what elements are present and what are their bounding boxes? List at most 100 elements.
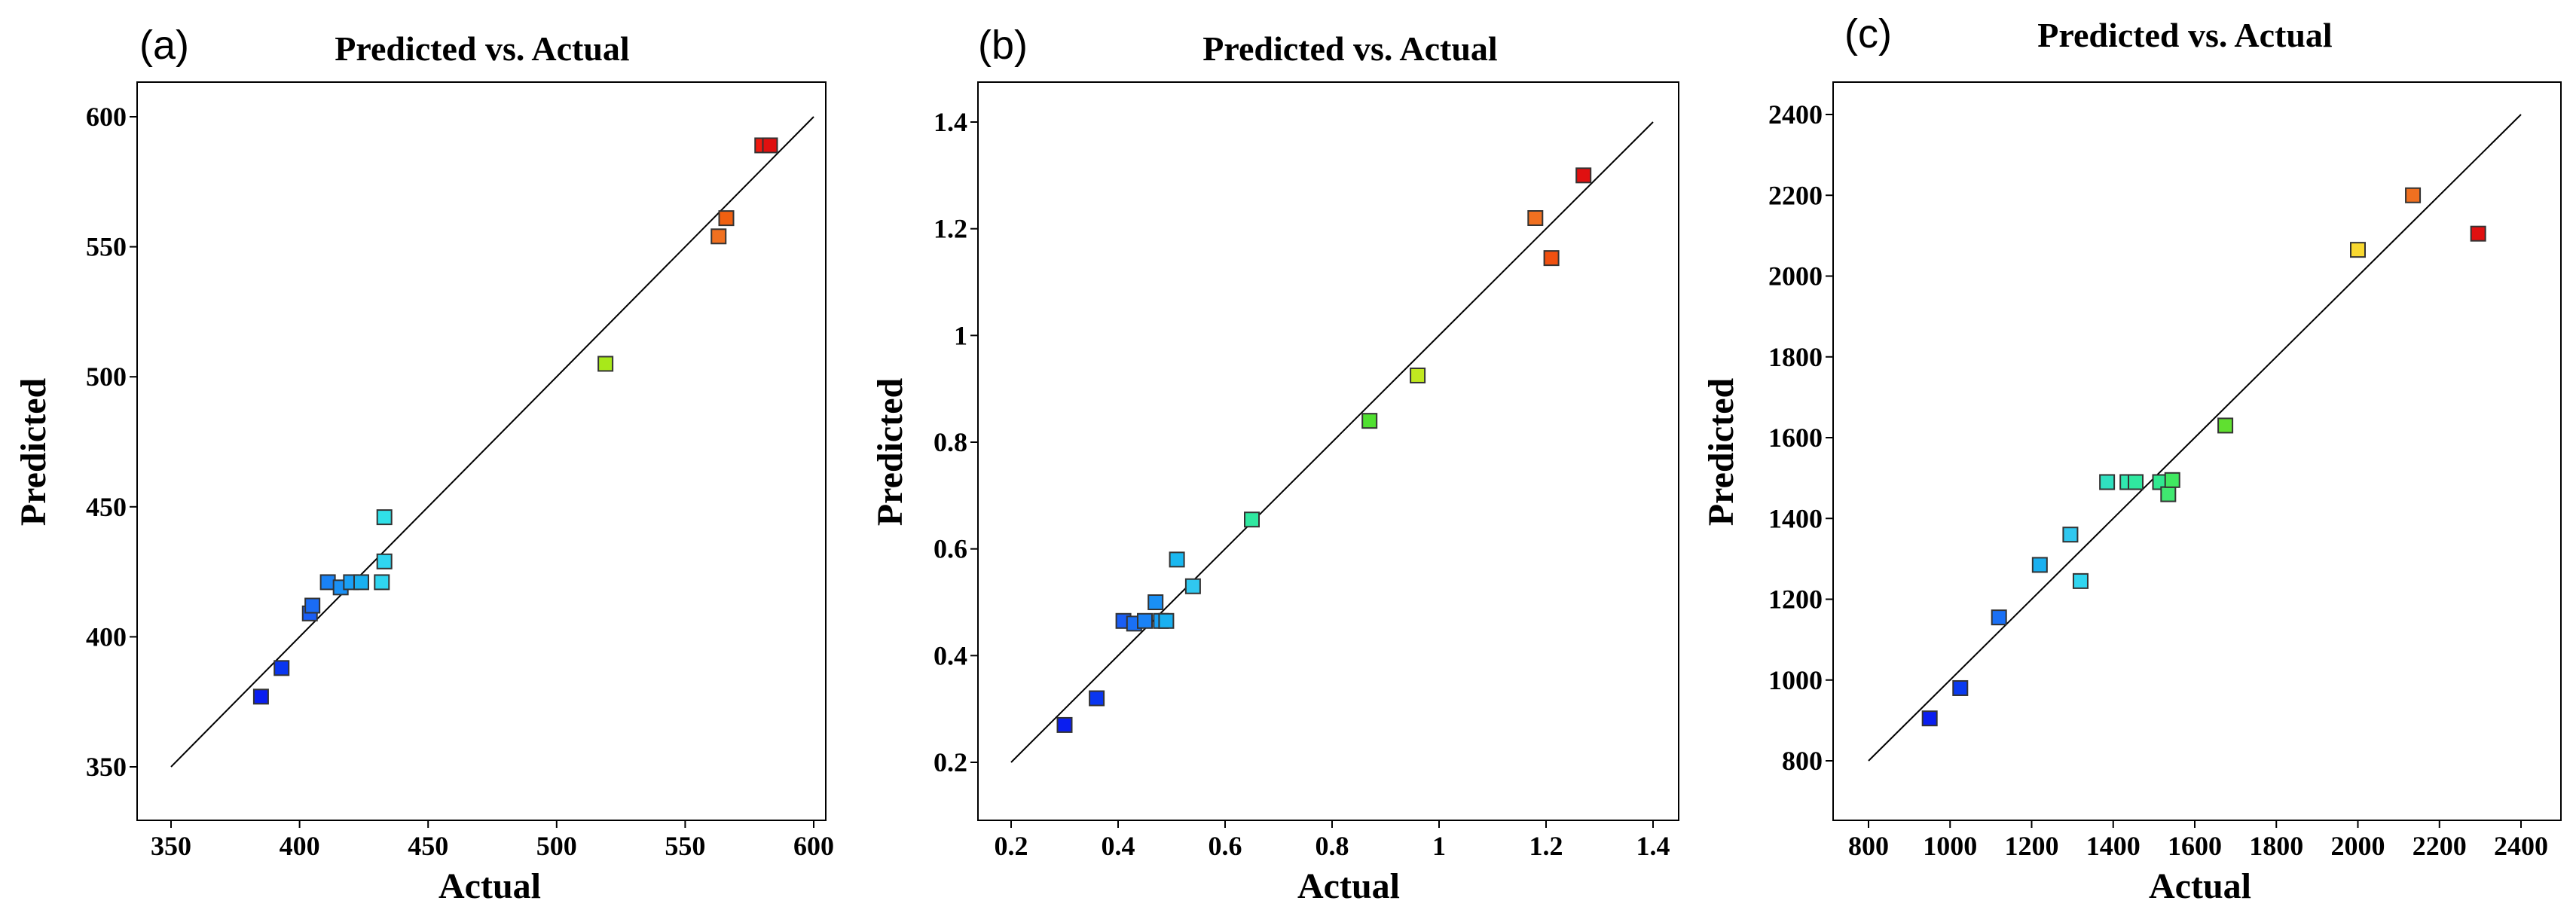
y-tick-label: 550 — [86, 232, 127, 262]
data-point — [374, 574, 390, 591]
x-tick-label: 400 — [280, 831, 320, 861]
y-tick-label: 2000 — [1768, 261, 1823, 292]
y-axis-label: Predicted — [1701, 378, 1741, 527]
y-tick-label: 600 — [86, 102, 127, 132]
data-point — [304, 597, 321, 614]
data-point — [1169, 551, 1185, 568]
y-tick-label: 1.2 — [934, 214, 967, 244]
x-tick-label: 0.6 — [1209, 831, 1242, 861]
data-point — [1575, 167, 1592, 184]
data-point — [1137, 612, 1153, 629]
y-tick-label: 500 — [86, 362, 127, 392]
y-tick-label: 400 — [86, 621, 127, 652]
y-tick-label: 1.4 — [934, 107, 967, 137]
chart-title: Predicted vs. Actual — [335, 29, 629, 68]
x-tick-label: 0.4 — [1102, 831, 1135, 861]
axis-ticks: 800 1000 1200 1400 1600 1800 2000 2200 2400 800 10… — [1768, 99, 2548, 861]
data-point — [1527, 210, 1544, 226]
x-tick-label: 1200 — [2005, 831, 2059, 861]
x-axis-label: Actual — [2149, 866, 2251, 906]
x-axis-label: Actual — [439, 866, 541, 906]
data-point — [718, 210, 735, 227]
plot-frame — [977, 81, 1679, 821]
y-tick-label: 800 — [1782, 746, 1823, 776]
x-tick-label: 450 — [408, 831, 448, 861]
y-tick-label: 0.4 — [934, 640, 967, 670]
y-axis-label: Predicted — [870, 378, 910, 527]
y-tick-label: 0.8 — [934, 427, 967, 457]
x-tick-label: 0.2 — [995, 831, 1028, 861]
axis-ticks: 350 400 450 500 550 600 350 400 450 500 550 600 — [86, 102, 834, 861]
x-tick-label: 350 — [151, 831, 191, 861]
y-tick-label: 1 — [954, 320, 967, 350]
chart-panel-c: (c) Predicted vs. Actual 800 1000 1200 1400… — [1701, 11, 2562, 906]
data-point — [2217, 417, 2234, 434]
data-point — [1158, 612, 1175, 629]
data-point — [1244, 511, 1260, 528]
x-tick-label: 600 — [793, 831, 834, 861]
x-tick-label: 2200 — [2413, 831, 2467, 861]
x-tick-label: 1.4 — [1636, 831, 1670, 861]
x-tick-label: 2000 — [2331, 831, 2385, 861]
y-tick-label: 1800 — [1768, 342, 1823, 372]
plot-frame — [136, 81, 827, 821]
data-point — [2164, 472, 2180, 488]
data-point — [2350, 242, 2366, 258]
x-tick-label: 2400 — [2494, 831, 2548, 861]
x-tick-label: 800 — [1848, 831, 1889, 861]
data-point — [1056, 716, 1073, 733]
data-point — [2072, 572, 2089, 589]
data-point — [762, 137, 778, 154]
y-tick-label: 2400 — [1768, 99, 1823, 130]
x-tick-label: 1000 — [1923, 831, 1977, 861]
data-point — [2099, 474, 2116, 490]
x-tick-label: 0.8 — [1316, 831, 1349, 861]
chart-title: Predicted vs. Actual — [1202, 29, 1497, 68]
data-point — [376, 553, 393, 569]
x-tick-label: 1600 — [2168, 831, 2222, 861]
data-point — [1543, 250, 1560, 267]
data-point — [1410, 367, 1426, 383]
x-tick-label: 1800 — [2249, 831, 2303, 861]
data-point — [1952, 679, 1969, 696]
x-tick-label: 1400 — [2086, 831, 2141, 861]
data-point — [1921, 710, 1938, 727]
chart-panel-a: (a) Predicted vs. Actual 350 400 450 500 550… — [14, 23, 834, 906]
data-points — [1921, 187, 2486, 727]
reference-line — [1868, 114, 2522, 762]
y-tick-label: 1200 — [1768, 585, 1823, 615]
data-point — [1089, 690, 1105, 707]
reference-line — [170, 116, 814, 768]
y-tick-label: 350 — [86, 752, 127, 782]
data-point — [353, 574, 369, 591]
data-point — [2160, 486, 2177, 502]
data-point — [252, 688, 269, 705]
data-point — [273, 660, 290, 676]
axis-ticks: 0.2 0.4 0.6 0.8 1 1.2 1.4 0.2 0.4 0.6 0.8 1 1.2 1.4 — [934, 107, 1670, 861]
x-tick-label: 1.2 — [1529, 831, 1563, 861]
reference-line — [1010, 121, 1654, 763]
data-point — [1184, 578, 1201, 594]
y-tick-label: 1600 — [1768, 423, 1823, 453]
x-tick-label: 500 — [536, 831, 577, 861]
y-tick-label: 2200 — [1768, 180, 1823, 210]
chart-panel-b: (b) Predicted vs. Actual 0.2 0.4 0.6 0.8 1 1.… — [870, 23, 1679, 906]
chart-title: Predicted vs. Actual — [2037, 16, 2332, 54]
y-tick-label: 0.2 — [934, 747, 967, 777]
data-point — [1361, 413, 1378, 429]
y-tick-label: 0.6 — [934, 534, 967, 564]
y-tick-label: 1400 — [1768, 503, 1823, 533]
y-tick-label: 1000 — [1768, 665, 1823, 695]
data-point — [2470, 225, 2486, 242]
x-tick-label: 1 — [1432, 831, 1446, 861]
data-point — [1147, 594, 1164, 610]
data-point — [376, 509, 393, 526]
y-axis-label: Predicted — [14, 378, 53, 527]
data-point — [2128, 474, 2144, 490]
data-points — [1056, 167, 1592, 733]
panel-letter: (a) — [139, 23, 189, 68]
y-tick-label: 450 — [86, 492, 127, 522]
data-point — [1991, 609, 2007, 626]
x-tick-label: 550 — [665, 831, 705, 861]
data-point — [2031, 557, 2048, 573]
